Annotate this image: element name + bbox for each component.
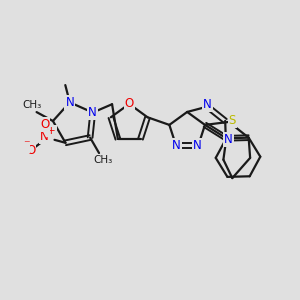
Text: S: S [229, 114, 236, 127]
Text: N: N [224, 133, 233, 146]
Text: O: O [26, 144, 35, 157]
Text: O: O [40, 118, 49, 131]
Text: N: N [193, 139, 202, 152]
Text: +: + [47, 126, 56, 136]
Text: CH₃: CH₃ [22, 100, 42, 110]
Text: CH₃: CH₃ [94, 155, 113, 166]
Text: N: N [88, 106, 97, 119]
Text: N: N [203, 98, 212, 111]
Text: ⁻: ⁻ [23, 139, 29, 152]
Text: N: N [172, 139, 181, 152]
Text: O: O [124, 98, 134, 110]
Text: N: N [40, 130, 49, 143]
Text: N: N [65, 96, 74, 109]
